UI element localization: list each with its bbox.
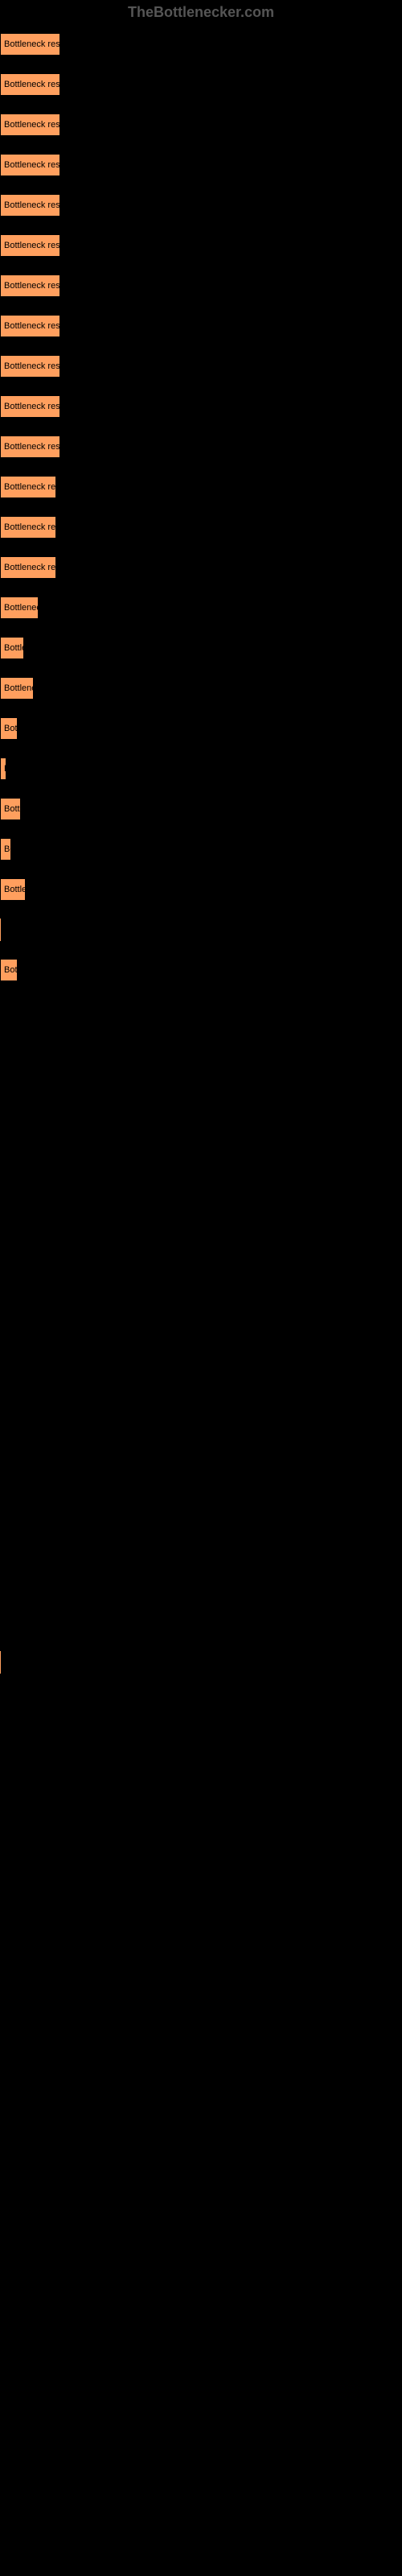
chart-bar: Bo: [0, 838, 11, 861]
chart-bar: Bottleneck resu: [0, 476, 56, 498]
watermark-text: TheBottlenecker.com: [0, 0, 402, 25]
chart-bar: Bottleneck result: [0, 234, 60, 257]
chart-bar: Bottler: [0, 878, 26, 901]
chart-bar: Bottleneck result: [0, 194, 60, 217]
chart-bar: Bottleneck result: [0, 355, 60, 378]
chart-bar: Bottleneck result: [0, 315, 60, 337]
bar-row: [0, 919, 402, 941]
bar-row: B: [0, 758, 402, 780]
bar-row: Bottleneck result: [0, 355, 402, 378]
bar-row: Bott: [0, 717, 402, 740]
bar-row: Bottleneck resu: [0, 476, 402, 498]
bar-row: Bottlenec: [0, 677, 402, 700]
chart-bar: Bottleneck result: [0, 114, 60, 136]
chart-bar: Bottleneck: [0, 597, 39, 619]
bar-row: Bottl: [0, 798, 402, 820]
chart-bar: Bottle: [0, 637, 24, 659]
bar-row: Bottleneck result: [0, 194, 402, 217]
bar-row: Bottleneck: [0, 597, 402, 619]
chart-bar: B: [0, 758, 6, 780]
bar-row: Bottleneck resu: [0, 516, 402, 539]
bar-row: Bottleneck resu: [0, 556, 402, 579]
bar-row: Bott: [0, 959, 402, 981]
bar-row: Bottleneck result: [0, 275, 402, 297]
chart-bar: Bottleneck resu: [0, 516, 56, 539]
bar-row: Bottleneck result: [0, 73, 402, 96]
chart-bar: Bottleneck result: [0, 154, 60, 176]
bar-row: Bottleneck result: [0, 395, 402, 418]
bar-row: Bottleneck result: [0, 33, 402, 56]
chart-bar: Bottlenec: [0, 677, 34, 700]
bar-chart: Bottleneck result Bottleneck result Bottle…: [0, 25, 402, 1007]
chart-bar: Bottleneck result: [0, 275, 60, 297]
bar-row: Bo: [0, 838, 402, 861]
bar-row: Bottle: [0, 637, 402, 659]
bottom-section: [0, 1651, 402, 1674]
chart-bar: Bottleneck result: [0, 436, 60, 458]
bar-row: Bottleneck result: [0, 154, 402, 176]
chart-bar: Bott: [0, 717, 18, 740]
bar-row: Bottleneck result: [0, 114, 402, 136]
chart-bar: [0, 919, 1, 941]
chart-bar: Bottleneck resu: [0, 556, 56, 579]
chart-bar: Bottleneck result: [0, 33, 60, 56]
chart-bar: Bottleneck result: [0, 73, 60, 96]
chart-bar: Bott: [0, 959, 18, 981]
chart-bar: Bottl: [0, 798, 21, 820]
chart-bar: Bottleneck result: [0, 395, 60, 418]
bottom-thin-bar: [0, 1651, 1, 1674]
bar-row: Bottleneck result: [0, 234, 402, 257]
bar-row: Bottler: [0, 878, 402, 901]
bar-row: Bottleneck result: [0, 436, 402, 458]
bar-row: Bottleneck result: [0, 315, 402, 337]
